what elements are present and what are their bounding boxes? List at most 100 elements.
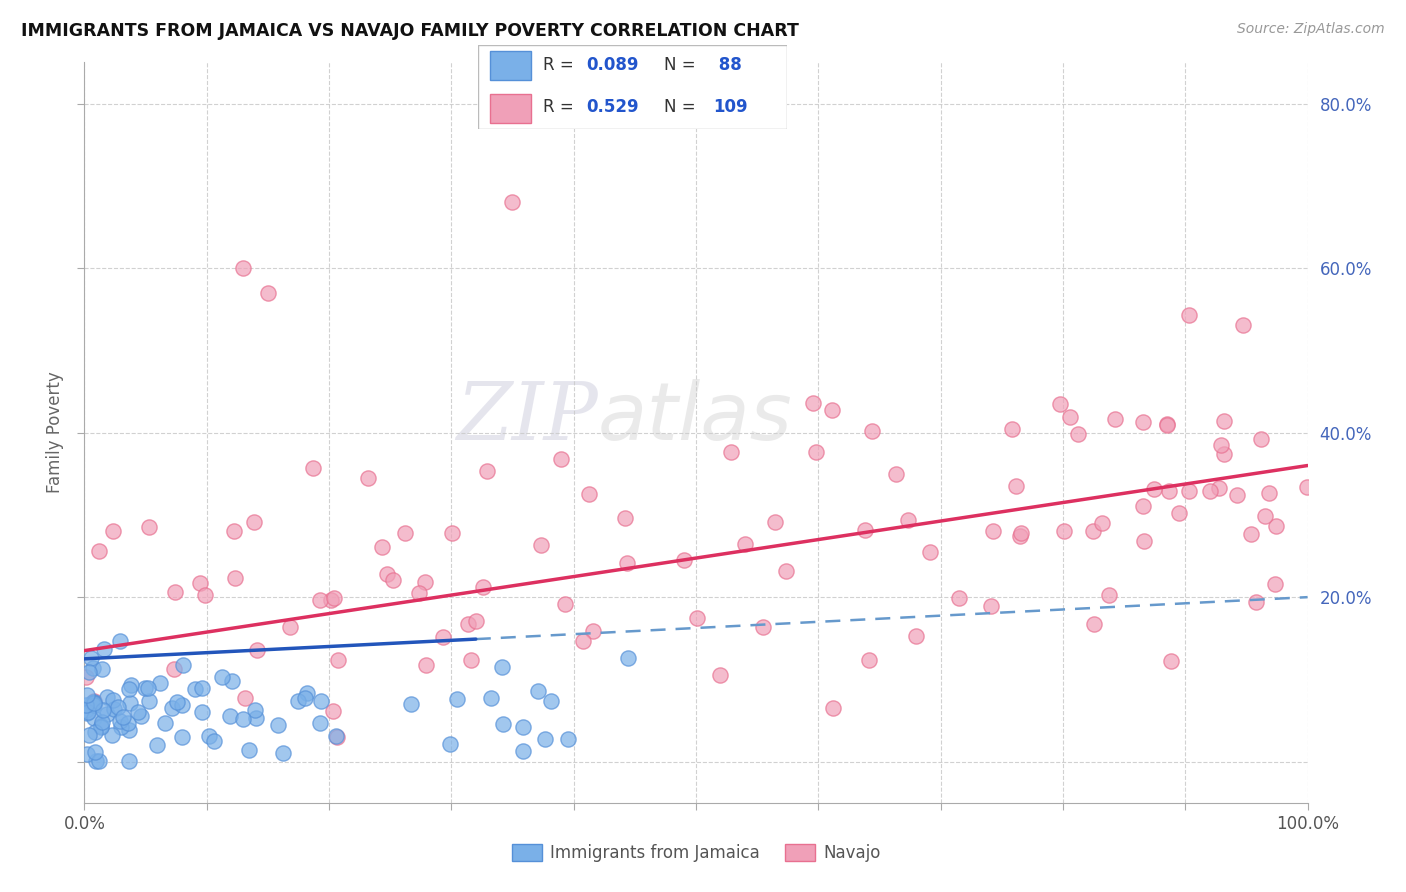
Point xyxy=(271,747,294,761)
Point xyxy=(75,703,97,717)
Point xyxy=(238,743,260,757)
Point xyxy=(860,424,883,438)
Point xyxy=(1198,484,1220,499)
Point xyxy=(165,585,187,599)
Point xyxy=(218,709,240,723)
Point xyxy=(117,715,139,730)
Point xyxy=(80,696,103,710)
Text: ZIP: ZIP xyxy=(457,379,598,457)
Point xyxy=(1157,484,1180,499)
Point xyxy=(76,705,98,719)
Point xyxy=(1083,616,1105,631)
Point xyxy=(101,728,124,742)
Text: atlas: atlas xyxy=(598,379,793,457)
Point xyxy=(1049,397,1071,411)
Point xyxy=(326,730,349,744)
Point xyxy=(550,452,572,467)
Point xyxy=(734,537,756,551)
Point xyxy=(1104,412,1126,426)
Point xyxy=(101,524,124,538)
Point xyxy=(301,461,323,475)
Point xyxy=(763,515,786,529)
Point xyxy=(1209,438,1232,452)
Point xyxy=(1178,483,1201,498)
Point xyxy=(1213,413,1236,427)
Point xyxy=(616,556,638,570)
Point xyxy=(191,706,214,720)
Point xyxy=(1098,587,1121,601)
Point xyxy=(222,524,245,538)
Point xyxy=(918,545,941,559)
Text: N =: N = xyxy=(664,56,700,74)
Point xyxy=(1008,529,1031,543)
Point xyxy=(1132,533,1154,548)
Point xyxy=(821,402,844,417)
Point xyxy=(170,698,193,713)
Point xyxy=(1010,526,1032,541)
Point xyxy=(381,573,404,587)
Point xyxy=(309,693,332,707)
Point xyxy=(76,689,98,703)
Point xyxy=(83,697,105,711)
Point xyxy=(1081,524,1104,538)
Point xyxy=(672,553,695,567)
Point xyxy=(112,710,135,724)
Point xyxy=(107,699,129,714)
Point xyxy=(896,513,918,527)
Point xyxy=(80,651,103,665)
Point xyxy=(77,665,100,679)
Point xyxy=(79,728,101,742)
Point xyxy=(194,588,217,602)
Point xyxy=(527,683,550,698)
Point xyxy=(84,746,107,760)
Point xyxy=(475,464,498,478)
Point xyxy=(243,515,266,529)
Point xyxy=(557,732,579,747)
Point xyxy=(533,732,555,747)
Point xyxy=(110,633,132,648)
Point xyxy=(84,725,107,739)
Point xyxy=(720,445,742,459)
Point xyxy=(163,662,186,676)
Point xyxy=(614,511,637,525)
Point xyxy=(1053,524,1076,538)
Point xyxy=(471,580,494,594)
Point xyxy=(460,653,482,667)
Point xyxy=(83,693,105,707)
Point xyxy=(308,593,330,607)
Point xyxy=(858,653,880,667)
Point xyxy=(1213,447,1236,461)
Point xyxy=(1232,318,1254,332)
Point xyxy=(82,661,104,675)
Point xyxy=(1258,485,1281,500)
Point xyxy=(1005,479,1028,493)
Point xyxy=(1254,508,1277,523)
Point xyxy=(884,467,907,481)
Point xyxy=(232,261,254,276)
Point xyxy=(183,681,205,696)
Point xyxy=(245,711,267,725)
Point xyxy=(257,285,280,300)
Point xyxy=(853,523,876,537)
Point xyxy=(512,744,534,758)
Bar xyxy=(491,94,530,122)
Point xyxy=(232,712,254,726)
Point xyxy=(439,737,461,751)
Point xyxy=(512,720,534,734)
Point xyxy=(108,714,131,728)
Point xyxy=(120,678,142,692)
Point xyxy=(233,691,256,706)
Point xyxy=(578,487,600,501)
Point xyxy=(1168,506,1191,520)
Point xyxy=(172,658,194,673)
Point xyxy=(540,694,562,708)
Point xyxy=(371,541,394,555)
Point xyxy=(491,660,513,674)
Point xyxy=(1264,519,1286,533)
Point xyxy=(375,566,398,581)
Point xyxy=(198,729,221,743)
Point xyxy=(96,690,118,705)
Point xyxy=(91,703,114,717)
Point xyxy=(224,571,246,585)
Point xyxy=(83,711,105,725)
